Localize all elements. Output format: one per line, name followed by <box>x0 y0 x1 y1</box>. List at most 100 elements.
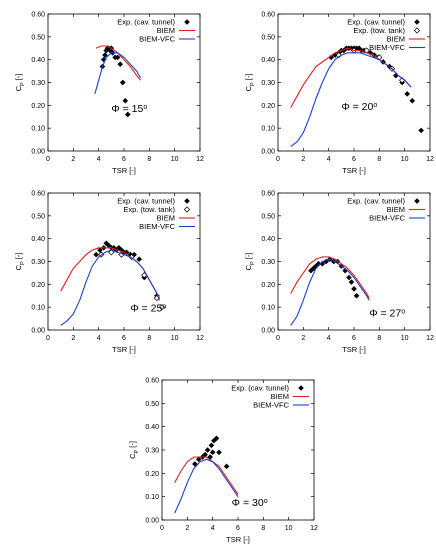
x-tick-label: 10 <box>401 156 409 163</box>
y-tick-label: 0.30 <box>261 80 275 87</box>
series-line-biem <box>95 45 141 81</box>
y-label-sub: P <box>20 82 26 86</box>
data-point <box>353 292 360 299</box>
data-point <box>195 456 202 463</box>
x-tick-label: 12 <box>426 156 434 163</box>
phi-text: Φ = 30 <box>232 497 264 509</box>
degree-sign: o <box>162 303 166 310</box>
y-tick-label: 0.30 <box>145 448 159 455</box>
x-tick-label: 12 <box>426 335 434 342</box>
data-point <box>346 274 352 281</box>
legend-label: BIEM <box>157 214 175 223</box>
data-point <box>93 251 100 258</box>
y-label-sub: P <box>134 450 140 454</box>
x-tick-label: 8 <box>147 335 151 342</box>
data-point <box>122 97 129 104</box>
y-tick-label: 0.20 <box>31 103 45 110</box>
legend-label: Exp. (tow. tank) <box>123 205 175 214</box>
x-tick-label: 4 <box>97 156 101 163</box>
legend-label: Exp. (cav. tunnel) <box>347 18 405 27</box>
x-tick-label: 2 <box>71 156 75 163</box>
chart-panel-3: 0 2 4 6 8 10 12 0.00 0.10 0.20 0.30 0.40 0.50 0.60 TSR… <box>14 191 204 355</box>
data-point <box>335 52 342 59</box>
x-tick-label: 6 <box>352 156 356 163</box>
degree-sign: o <box>401 308 405 315</box>
x-tick-label: 12 <box>310 525 318 532</box>
x-tick-label: 6 <box>122 335 126 342</box>
y-axis-label: CP [-] <box>14 74 26 92</box>
y-label-unit: [-] <box>128 441 137 450</box>
y-tick-label: 0.40 <box>145 424 159 431</box>
x-axis-label: TSR [-] <box>342 345 366 354</box>
series-line-biem <box>290 47 412 108</box>
phi-text: Φ = 15 <box>111 103 143 115</box>
y-tick-label: 0.40 <box>261 236 275 243</box>
x-tick-label: 6 <box>122 156 126 163</box>
y-tick-label: 0.20 <box>261 282 275 289</box>
degree-sign: o <box>143 104 147 111</box>
y-tick-label: 0.60 <box>145 378 159 385</box>
x-tick-label: 2 <box>301 335 305 342</box>
x-tick-label: 10 <box>171 156 179 163</box>
y-label-unit: [-] <box>14 253 23 262</box>
y-tick-label: 0.60 <box>31 12 45 19</box>
data-point <box>223 463 230 470</box>
x-tick-label: 4 <box>327 335 331 342</box>
phi-annotation: Φ = 27o <box>369 307 405 319</box>
y-tick-label: 0.00 <box>31 149 45 156</box>
legend-label: BIEM <box>387 35 405 44</box>
y-label-sub: P <box>250 261 256 265</box>
legend-label: Exp. (tow. tank) <box>353 26 405 35</box>
y-tick-label: 0.30 <box>261 259 275 266</box>
y-label-sub: P <box>20 261 26 265</box>
y-tick-label: 0.10 <box>145 494 159 501</box>
y-tick-label: 0.00 <box>261 149 275 156</box>
x-axis-label: TSR [-] <box>112 345 136 354</box>
phi-annotation: Φ = 30o <box>232 497 268 509</box>
x-tick-label: 0 <box>276 335 280 342</box>
y-label-main: C <box>244 264 253 270</box>
y-tick-label: 0.00 <box>31 328 45 335</box>
x-tick-label: 10 <box>401 335 409 342</box>
legend-label: Exp. (cav. tunnel) <box>347 197 405 206</box>
legend-label: BIEM <box>157 26 175 35</box>
y-label-unit: [-] <box>244 74 253 83</box>
data-point <box>351 286 357 292</box>
data-point <box>348 279 355 285</box>
x-tick-label: 8 <box>377 156 381 163</box>
x-tick-label: 0 <box>276 156 280 163</box>
legend-label: BIEM-VFC <box>369 43 405 52</box>
y-tick-label: 0.60 <box>31 191 45 198</box>
x-tick-label: 2 <box>71 335 75 342</box>
x-tick-label: 2 <box>301 156 305 163</box>
y-label-unit: [-] <box>14 74 23 83</box>
y-tick-label: 0.40 <box>31 236 45 243</box>
data-point <box>409 97 416 104</box>
y-label-main: C <box>128 453 137 459</box>
legend-marker <box>183 206 191 213</box>
y-tick-label: 0.60 <box>261 191 275 198</box>
series-line-biem-vfc <box>290 52 412 147</box>
x-tick-label: 10 <box>171 335 179 342</box>
y-tick-label: 0.30 <box>31 259 45 266</box>
x-tick-label: 4 <box>97 335 101 342</box>
data-point <box>124 111 131 118</box>
y-axis-label: CP [-] <box>14 253 26 271</box>
data-point <box>213 435 220 442</box>
chart-panel-4: 0 2 4 6 8 10 12 0.00 0.10 0.20 0.30 0.40 0.50 0.60 TSR… <box>244 191 434 355</box>
legend-marker <box>414 198 420 204</box>
degree-sign: o <box>373 101 377 108</box>
phi-text: Φ = 20 <box>341 101 373 113</box>
legend-label: BIEM-VFC <box>139 222 175 231</box>
chart-panel-5: 0 2 4 6 8 10 12 0.00 0.10 0.20 0.30 0.40 0.50 0.60 TSR… <box>128 378 318 545</box>
series-line-biem <box>174 456 239 495</box>
series-line-biem-vfc <box>94 52 141 95</box>
series-line-biem-vfc <box>60 249 161 326</box>
y-label-sub: P <box>250 82 256 86</box>
phi-text: Φ = 27 <box>369 307 401 319</box>
phi-annotation: Φ = 15o <box>111 103 147 115</box>
y-tick-label: 0.50 <box>261 213 275 220</box>
legend-marker <box>184 19 190 25</box>
y-tick-label: 0.20 <box>31 282 45 289</box>
legend-label: BIEM-VFC <box>139 35 175 44</box>
